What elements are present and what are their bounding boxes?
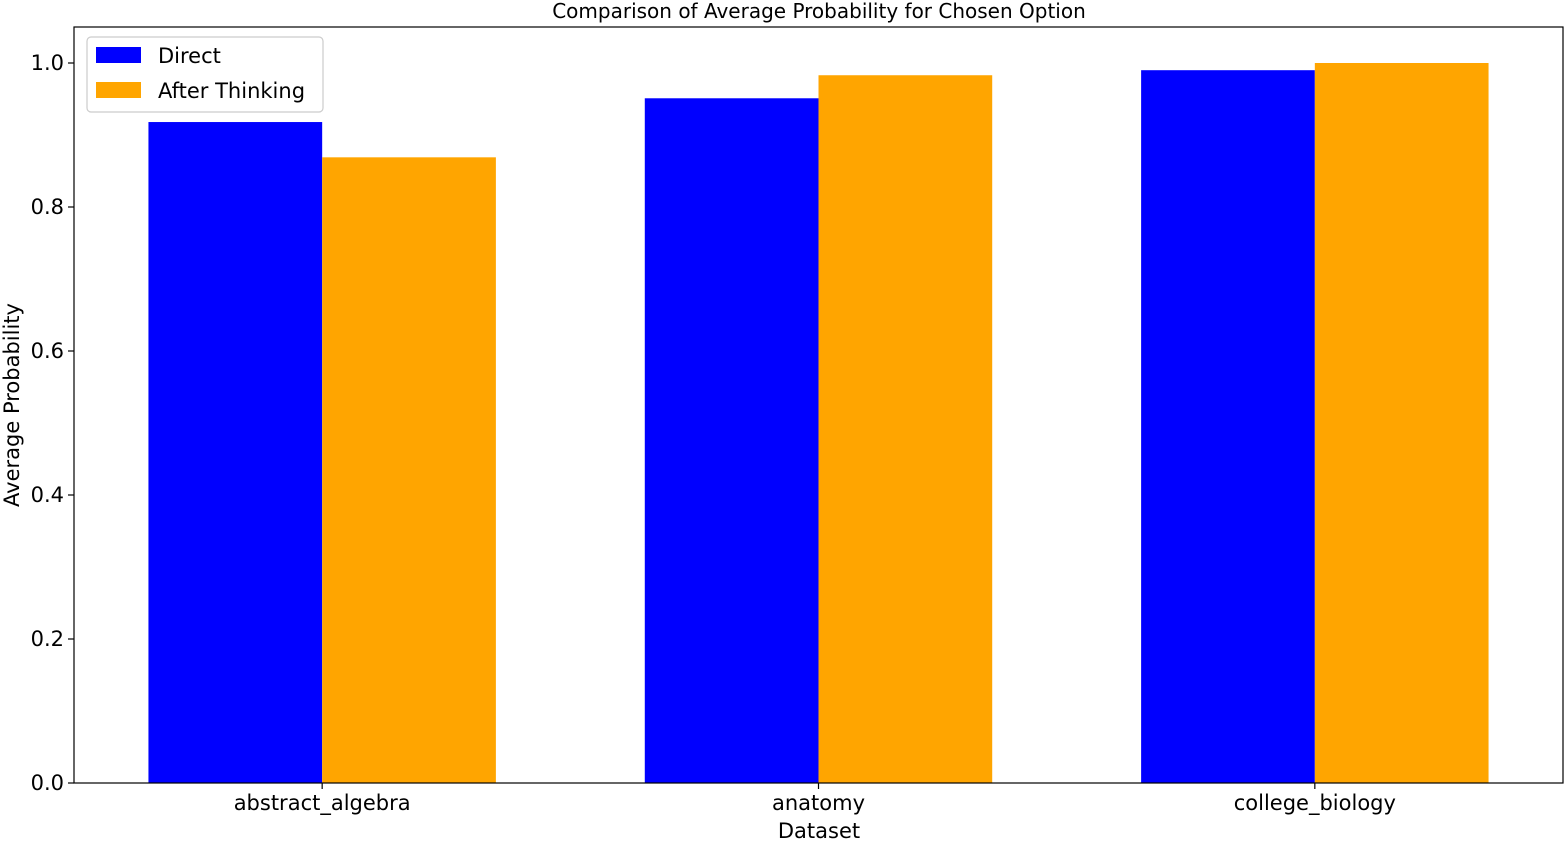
bar-after-thinking-college-biology	[1314, 63, 1489, 783]
x-tick-label-college-biology: college_biology	[1234, 791, 1396, 816]
y-axis-label: Average Probability	[0, 303, 24, 507]
bar-direct-anatomy	[644, 98, 819, 783]
y-tick-label: 0.6	[31, 339, 64, 363]
x-axis-label: Dataset	[778, 819, 860, 842]
y-tick-label: 0.4	[31, 483, 64, 507]
chart-title: Comparison of Average Probability for Ch…	[552, 0, 1086, 23]
y-tick-label: 0.2	[31, 627, 64, 651]
bar-direct-college-biology	[1141, 70, 1315, 783]
bars-layer	[148, 63, 1489, 784]
bar-after-thinking-abstract-algebra	[322, 157, 496, 783]
x-axis: abstract_algebra anatomy college_biology	[234, 783, 1396, 816]
y-tick-label: 0.0	[31, 771, 64, 795]
legend-label-direct: Direct	[158, 44, 221, 68]
y-tick-label: 0.8	[31, 195, 64, 219]
y-axis: 0.0 0.2 0.4 0.6 0.8 1.0	[31, 51, 74, 795]
legend-swatch-after-thinking	[96, 82, 141, 98]
legend-swatch-direct	[96, 47, 141, 63]
bar-after-thinking-anatomy	[818, 75, 993, 784]
x-tick-label-anatomy: anatomy	[772, 791, 865, 815]
bar-direct-abstract-algebra	[148, 122, 323, 784]
legend: Direct After Thinking	[86, 36, 324, 113]
legend-frame	[86, 36, 324, 113]
y-tick-label: 1.0	[31, 51, 64, 75]
legend-label-after-thinking: After Thinking	[158, 79, 305, 103]
x-tick-label-abstract-algebra: abstract_algebra	[234, 791, 411, 816]
